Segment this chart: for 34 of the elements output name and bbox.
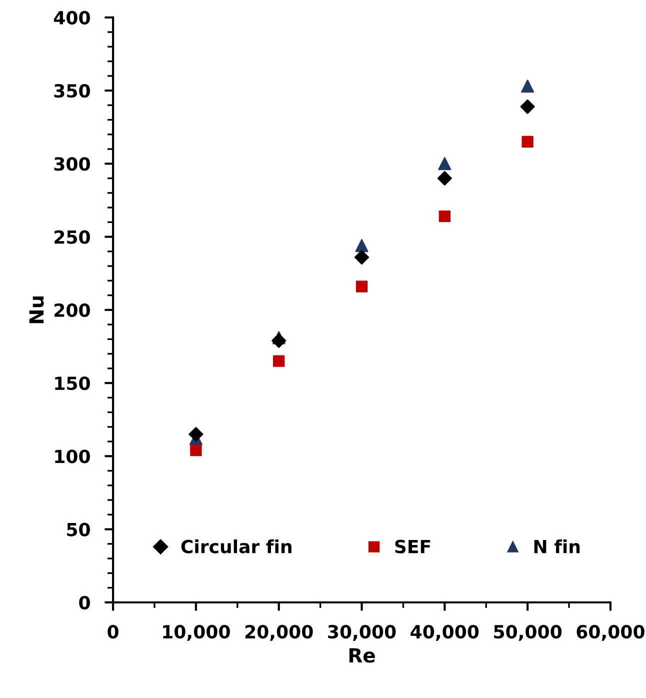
point [356, 280, 368, 292]
point [355, 239, 368, 252]
x-tick-label: 0 [108, 624, 118, 639]
point [273, 355, 285, 367]
y-tick-label: 350 [54, 84, 90, 98]
point [522, 136, 534, 148]
point [520, 99, 535, 114]
y-axis-title: Nu [29, 296, 44, 324]
y-tick-label: 400 [54, 10, 90, 25]
point [272, 333, 286, 348]
x-tick-label: 30,000 [328, 624, 396, 641]
point [354, 250, 370, 265]
x-tick-label: 40,000 [410, 624, 479, 641]
point [521, 80, 534, 93]
x-axis-title: Re [349, 648, 375, 663]
x-tick-label: 10,000 [163, 624, 230, 641]
point [190, 444, 202, 456]
y-tick-label: 300 [54, 157, 90, 171]
point [188, 426, 204, 442]
point [438, 210, 451, 222]
y-tick-label: 100 [55, 450, 90, 464]
point [437, 171, 452, 186]
x-tick-label: 60,000 [576, 624, 644, 641]
x-tick-label: 50,000 [494, 624, 562, 641]
legend-label: SEF [395, 540, 430, 554]
y-tick-label: 0 [79, 596, 90, 610]
y-tick-label: 50 [67, 522, 90, 536]
point [438, 157, 452, 170]
x-tick-label: 20,000 [245, 624, 313, 641]
legend-label: N fin [534, 539, 580, 554]
legend-label: Circular fin [181, 539, 292, 554]
y-tick-label: 150 [55, 376, 90, 390]
y-tick-label: 200 [54, 303, 90, 318]
y-tick-label: 250 [54, 230, 90, 244]
